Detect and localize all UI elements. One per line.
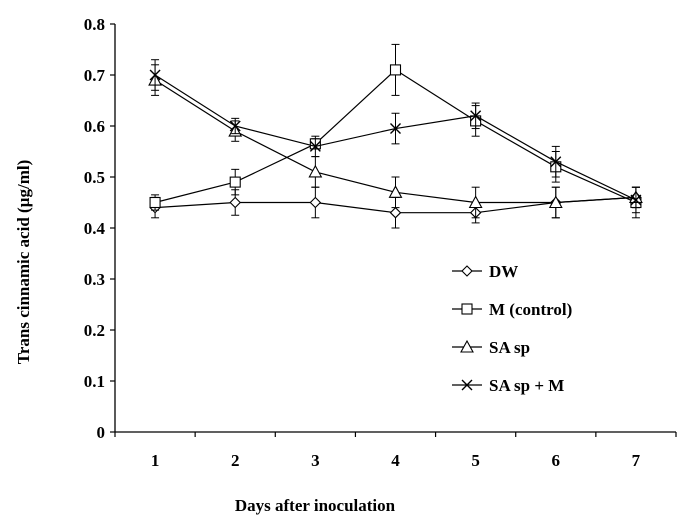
- y-tick-label: 0: [97, 423, 106, 442]
- data-point: [550, 156, 562, 168]
- y-tick-label: 0.6: [84, 117, 105, 136]
- legend-item: M (control): [452, 300, 572, 319]
- legend-label: M (control): [489, 300, 572, 319]
- legend-marker: [460, 339, 474, 353]
- legend-label: SA sp + M: [489, 376, 564, 395]
- y-tick-label: 0.7: [84, 66, 106, 85]
- y-tick-label: 0.5: [84, 168, 105, 187]
- data-point: [229, 176, 241, 188]
- y-axis-title: Trans cinnamic acid (µg/ml): [14, 160, 33, 365]
- legend-item: SA sp + M: [452, 376, 564, 395]
- legend-label: DW: [489, 262, 518, 281]
- legend: DW M (control) SA sp SA sp + M: [452, 262, 572, 395]
- series-layer: [148, 43, 643, 229]
- legend-marker: [461, 303, 473, 315]
- x-tick-label: 2: [231, 451, 240, 470]
- data-point: [470, 110, 482, 122]
- data-point: [149, 196, 161, 209]
- legend-item: DW: [452, 262, 518, 281]
- y-tick-label: 0.1: [84, 372, 105, 391]
- data-point: [309, 196, 322, 209]
- series-sa-sp-m: [149, 59, 642, 214]
- x-axis-title: Days after inoculation: [235, 496, 396, 515]
- data-point: [309, 140, 321, 152]
- data-point: [229, 196, 241, 209]
- data-point: [389, 64, 402, 76]
- data-point: [630, 194, 642, 206]
- x-tick-label: 4: [391, 451, 400, 470]
- x-tick-label: 6: [552, 451, 561, 470]
- legend-marker: [461, 379, 473, 391]
- data-point: [548, 195, 563, 209]
- y-tick-label: 0.8: [84, 15, 105, 34]
- data-point: [468, 195, 483, 209]
- y-tick-label: 0.3: [84, 270, 105, 289]
- x-tick-label: 5: [471, 451, 480, 470]
- axes: 0 0.1 0.2 0.3 0.4 0.5 0.6 0.7 0.8 1 2 3 4 5 6 7: [84, 15, 677, 470]
- data-point: [388, 185, 403, 198]
- x-tick-label: 1: [151, 451, 160, 470]
- data-point: [390, 123, 401, 135]
- y-tick-label: 0.2: [84, 321, 105, 340]
- x-tick-label: 7: [632, 451, 641, 470]
- data-point: [308, 164, 323, 178]
- data-point: [389, 206, 402, 219]
- legend-label: SA sp: [489, 338, 530, 357]
- data-point: [229, 120, 241, 132]
- x-tick-label: 3: [311, 451, 320, 470]
- y-tick-label: 0.4: [84, 219, 106, 238]
- legend-item: SA sp: [452, 338, 530, 357]
- legend-marker: [461, 265, 473, 277]
- data-point: [149, 69, 161, 81]
